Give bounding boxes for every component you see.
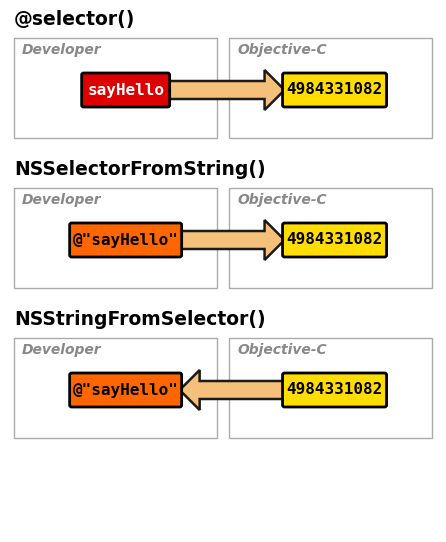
Text: Developer: Developer xyxy=(22,343,102,357)
FancyBboxPatch shape xyxy=(70,223,182,257)
Text: Developer: Developer xyxy=(22,43,102,57)
FancyBboxPatch shape xyxy=(229,38,432,138)
Text: sayHello: sayHello xyxy=(87,82,164,98)
FancyBboxPatch shape xyxy=(14,188,217,288)
FancyBboxPatch shape xyxy=(283,373,387,407)
Text: Developer: Developer xyxy=(22,193,102,207)
FancyBboxPatch shape xyxy=(229,338,432,438)
Text: @selector(): @selector() xyxy=(14,10,136,29)
Text: Objective-C: Objective-C xyxy=(237,43,326,57)
FancyBboxPatch shape xyxy=(82,73,169,107)
Polygon shape xyxy=(180,220,285,260)
Text: @"sayHello": @"sayHello" xyxy=(73,383,178,397)
Text: NSSelectorFromString(): NSSelectorFromString() xyxy=(14,160,266,179)
Text: 4984331082: 4984331082 xyxy=(286,383,383,397)
FancyBboxPatch shape xyxy=(70,373,182,407)
Text: 4984331082: 4984331082 xyxy=(286,233,383,248)
Polygon shape xyxy=(168,70,285,110)
Text: Objective-C: Objective-C xyxy=(237,343,326,357)
Text: NSStringFromSelector(): NSStringFromSelector() xyxy=(14,310,266,329)
FancyBboxPatch shape xyxy=(283,73,387,107)
Text: Objective-C: Objective-C xyxy=(237,193,326,207)
FancyBboxPatch shape xyxy=(229,188,432,288)
Text: 4984331082: 4984331082 xyxy=(286,82,383,98)
Text: @"sayHello": @"sayHello" xyxy=(73,233,178,248)
FancyBboxPatch shape xyxy=(14,338,217,438)
FancyBboxPatch shape xyxy=(14,38,217,138)
FancyBboxPatch shape xyxy=(283,223,387,257)
Polygon shape xyxy=(180,370,285,410)
